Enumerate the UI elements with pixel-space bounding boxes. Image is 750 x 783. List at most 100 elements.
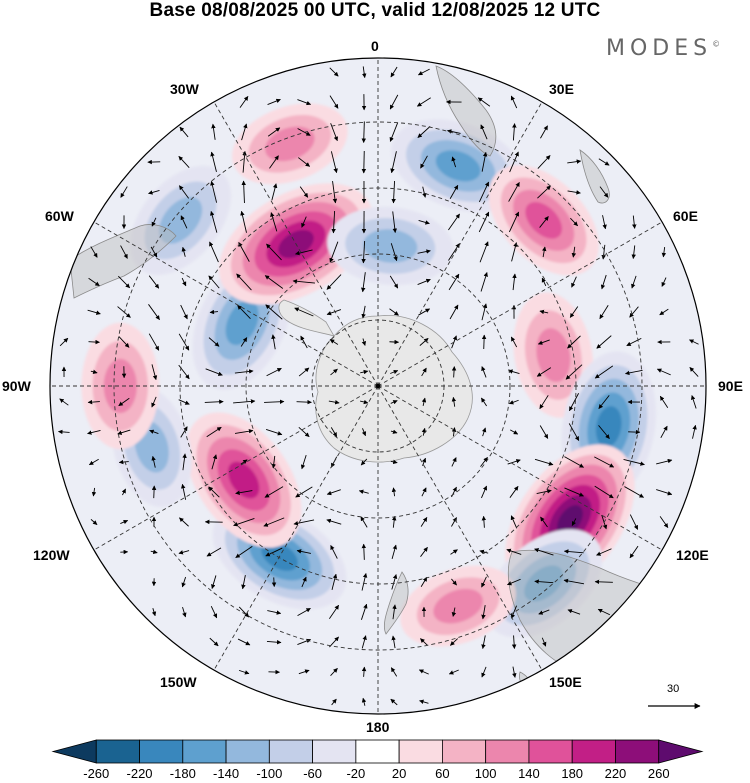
meridian-line bbox=[93, 221, 379, 387]
wind-arrow bbox=[233, 518, 255, 527]
wind-arrow bbox=[539, 395, 549, 410]
wind-arrow bbox=[479, 241, 489, 263]
lon-label-90e: 90E bbox=[718, 378, 743, 394]
wind-arrow bbox=[148, 333, 160, 351]
wind-arrow bbox=[417, 68, 430, 76]
colorbar-tick-label: 220 bbox=[604, 766, 627, 781]
wind-arrow bbox=[301, 216, 307, 228]
wind-arrow bbox=[389, 94, 399, 110]
wind-arrow bbox=[563, 578, 585, 585]
wind-arrow bbox=[417, 249, 431, 254]
wind-arrow bbox=[148, 275, 160, 289]
wind-arrow bbox=[508, 369, 520, 374]
wind-arrow bbox=[539, 425, 549, 439]
wind-arrow bbox=[420, 638, 428, 646]
wind-arrow bbox=[539, 309, 549, 315]
wind-arrow bbox=[481, 366, 487, 378]
wind-arrow bbox=[210, 210, 218, 233]
wind-arrow bbox=[391, 180, 396, 204]
wind-arrow bbox=[150, 246, 158, 258]
wind-arrow bbox=[656, 458, 673, 465]
wind-arrow bbox=[264, 275, 284, 289]
wind-arrow bbox=[571, 518, 577, 526]
wind-arrow bbox=[571, 246, 577, 258]
wind-arrow bbox=[360, 516, 368, 528]
wind-arrow bbox=[631, 275, 637, 289]
wind-arrow bbox=[481, 605, 486, 620]
anomaly-contour bbox=[159, 197, 203, 244]
wind-arrow bbox=[540, 125, 548, 139]
colorbar-swatch bbox=[139, 739, 184, 764]
anomaly-contour bbox=[435, 150, 481, 182]
colorbar-swatch bbox=[658, 739, 704, 764]
wind-arrow bbox=[331, 573, 338, 590]
wind-arrow bbox=[121, 488, 126, 496]
colorbar-swatch bbox=[95, 739, 140, 764]
wind-arrow bbox=[361, 66, 367, 79]
wind-arrow bbox=[238, 241, 250, 262]
colorbar-swatch bbox=[615, 739, 660, 764]
wind-arrow bbox=[599, 186, 609, 198]
wind-arrow bbox=[267, 127, 281, 137]
lon-label-150e: 150E bbox=[549, 674, 582, 690]
wind-arrow bbox=[118, 397, 130, 407]
wind-arrow bbox=[208, 486, 220, 498]
wind-arrow bbox=[481, 635, 486, 649]
wind-arrow bbox=[451, 427, 457, 437]
wind-arrow bbox=[211, 123, 216, 140]
wind-arrow bbox=[360, 603, 368, 620]
negative-anomaly bbox=[391, 119, 526, 213]
meridian-line bbox=[377, 221, 663, 387]
wind-arrow bbox=[178, 333, 190, 351]
wind-arrow bbox=[451, 366, 457, 378]
wind-arrow bbox=[512, 123, 517, 141]
wind-arrow bbox=[625, 369, 643, 376]
wind-arrow bbox=[179, 126, 189, 138]
wind-arrow bbox=[389, 122, 399, 142]
wind-arrow bbox=[597, 608, 611, 616]
colorbar-swatch bbox=[571, 739, 616, 764]
colorbar-swatch bbox=[355, 739, 400, 764]
wind-arrow bbox=[182, 606, 187, 618]
colorbar-tick-label: -60 bbox=[303, 766, 322, 781]
wind-arrow bbox=[448, 669, 459, 675]
wind-arrow bbox=[481, 666, 487, 678]
wind-arrow bbox=[534, 579, 554, 584]
meridian-line bbox=[213, 101, 379, 387]
wind-arrow bbox=[538, 609, 550, 615]
wind-arrow bbox=[270, 212, 278, 232]
wind-arrow bbox=[264, 486, 284, 498]
colorbar-swatch bbox=[225, 739, 270, 764]
wind-arrow bbox=[180, 426, 188, 438]
wind-arrow bbox=[390, 459, 398, 465]
colorbar-tick-label: -20 bbox=[346, 766, 366, 781]
map-title: Base 08/08/2025 00 UTC, valid 12/08/2025… bbox=[149, 0, 601, 21]
wind-arrow bbox=[448, 213, 460, 231]
wind-arrow bbox=[418, 308, 431, 316]
wind-arrow bbox=[265, 547, 283, 557]
wind-arrow bbox=[361, 338, 367, 346]
wind-arrow bbox=[626, 337, 642, 347]
wind-arrow bbox=[237, 305, 251, 319]
wind-arrow bbox=[481, 485, 488, 499]
meridians bbox=[50, 58, 706, 714]
wind-arrow bbox=[418, 220, 430, 225]
wind-arrow bbox=[120, 245, 128, 259]
wind-arrow bbox=[206, 547, 222, 557]
wind-arrow bbox=[360, 369, 369, 375]
wind-arrow bbox=[330, 427, 338, 438]
wind-arrow bbox=[541, 246, 547, 258]
wind-arrow bbox=[266, 639, 282, 645]
wind-arrow bbox=[660, 425, 668, 439]
wind-arrow bbox=[151, 364, 158, 381]
wind-arrow bbox=[451, 607, 457, 617]
new-zealand bbox=[383, 571, 409, 635]
colorbar-swatch bbox=[528, 739, 573, 764]
lat-circle-50s bbox=[113, 121, 643, 651]
wind-arrow bbox=[598, 395, 610, 409]
wind-arrow bbox=[623, 458, 645, 466]
wind-arrow bbox=[391, 487, 397, 497]
wind-arrow bbox=[422, 186, 427, 198]
wind-arrow bbox=[479, 549, 489, 555]
wind-arrow bbox=[480, 272, 488, 292]
